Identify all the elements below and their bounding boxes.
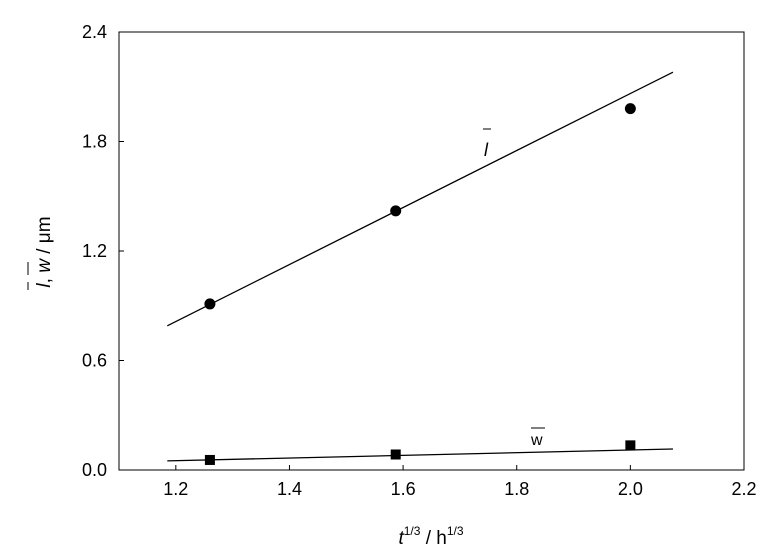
- data-point-l: [204, 298, 216, 310]
- series-labels: l w: [483, 128, 545, 449]
- plot-frame: [118, 31, 745, 471]
- y-axis-label: l, w / μm: [34, 216, 55, 287]
- series-label-w: w: [530, 432, 543, 449]
- data-point-l: [624, 103, 636, 115]
- x-axis-label: t1/3 / h1/3: [398, 524, 463, 549]
- x-tick-label: 1.6: [391, 479, 416, 499]
- x-axis-label-mid: / h: [420, 528, 446, 549]
- x-tick-label: 2.2: [731, 479, 756, 499]
- y-axis-label-unit: / μm: [34, 216, 55, 259]
- y-tick-label: 2.4: [82, 22, 107, 42]
- axis-ticks: 1.2 1.4 1.6 1.8 2.0 2.2 0.0 0.6 1.2 1.8 2.4: [82, 22, 757, 499]
- data-points: [204, 103, 636, 465]
- fit-lines: [167, 71, 674, 462]
- x-tick-label: 1.8: [504, 479, 529, 499]
- fit-line-l: [167, 71, 674, 327]
- y-tick-label: 0.0: [82, 460, 107, 480]
- data-point-l: [390, 205, 402, 217]
- y-tick-label: 1.2: [82, 241, 107, 261]
- data-point-w: [390, 449, 401, 460]
- y-axis-label-w: w: [34, 258, 55, 273]
- x-axis-label-sup2: 1/3: [447, 524, 464, 538]
- x-axis-label-sup1: 1/3: [404, 524, 421, 538]
- x-axis-label-base: t: [398, 528, 404, 549]
- y-tick-label: 1.8: [82, 132, 107, 152]
- data-point-w: [625, 440, 636, 451]
- fit-line-w: [167, 448, 673, 462]
- y-tick-label: 0.6: [82, 351, 107, 371]
- y-axis-label-sep: ,: [34, 273, 55, 284]
- x-tick-label: 2.0: [618, 479, 643, 499]
- x-tick-label: 1.2: [163, 479, 188, 499]
- x-tick-label: 1.4: [277, 479, 302, 499]
- data-point-w: [204, 454, 215, 465]
- series-label-l: l: [484, 140, 489, 160]
- y-axis-label-l: l: [34, 283, 55, 288]
